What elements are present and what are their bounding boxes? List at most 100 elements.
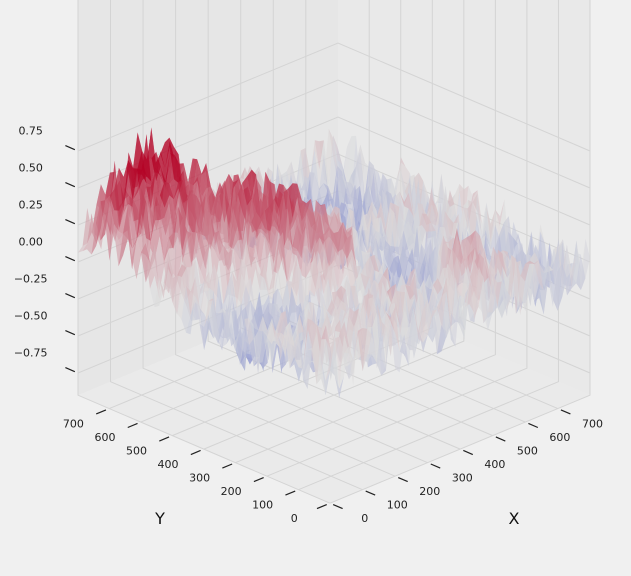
surface-cell: [109, 224, 119, 261]
surface-cell: [334, 375, 344, 399]
surface-cell: [404, 306, 414, 357]
surface-cell: [534, 259, 544, 291]
z-grid-line: [77, 42, 591, 152]
surface-cell: [264, 198, 275, 245]
surface-cell: [314, 188, 324, 214]
surface-cell: [226, 322, 236, 352]
x-tick-mark: [365, 490, 376, 496]
surface-cell: [444, 218, 454, 253]
surface-cell: [237, 208, 247, 263]
surface-cell: [348, 226, 358, 272]
surface-cell: [324, 236, 334, 271]
surface-cell: [328, 242, 338, 271]
surface-cell: [350, 167, 361, 220]
surface-cell: [310, 140, 320, 178]
surface-cell: [155, 142, 165, 176]
surface-cell: [382, 291, 392, 342]
surface-mesh: [78, 127, 590, 399]
surface-cell: [168, 268, 178, 315]
z-tick-label: −0.25: [14, 273, 48, 286]
surface-cell: [426, 214, 436, 232]
y-grid-line: [329, 0, 591, 504]
surface-cell: [224, 241, 234, 250]
surface-cell: [557, 263, 567, 311]
x-tick-mark: [528, 422, 539, 429]
surface-cell: [242, 205, 252, 240]
surface-cell: [118, 167, 129, 215]
surface-cell: [319, 266, 329, 295]
z-tick-mark: [65, 256, 76, 262]
surface-cell: [490, 209, 500, 242]
surface-cell: [218, 284, 228, 328]
surface-cell: [421, 214, 431, 232]
surface-cell: [314, 140, 324, 170]
surface-cell: [483, 278, 493, 331]
surface-cell: [263, 311, 273, 373]
surface-cell: [118, 203, 128, 235]
surface-cell: [324, 226, 334, 242]
surface-cell: [350, 285, 360, 311]
surface-cell: [394, 230, 404, 282]
surface-cell: [264, 261, 274, 299]
surface-cell: [470, 261, 480, 312]
surface-cell: [342, 259, 352, 302]
y-tick-label: 600: [94, 431, 115, 444]
surface-cell: [100, 200, 110, 241]
surface-cell: [355, 151, 365, 220]
surface-cell: [246, 256, 256, 293]
surface-cell: [228, 208, 238, 265]
surface-cell: [294, 356, 304, 382]
surface-cell: [362, 328, 372, 372]
surface-cell: [333, 226, 343, 252]
surface-cell: [114, 167, 124, 232]
y-tick-mark: [285, 490, 296, 496]
y-tick-label: 0: [291, 512, 298, 525]
x-tick-label: 300: [452, 472, 473, 485]
surface-cell: [416, 243, 426, 290]
surface-cell: [215, 182, 225, 198]
surface-cell: [337, 226, 348, 252]
surface-cell: [320, 204, 330, 236]
surface-cell: [488, 274, 498, 313]
y-tick-mark: [95, 409, 107, 415]
surface-cell: [273, 267, 283, 327]
surface-cell: [357, 205, 368, 271]
surface-cell: [217, 319, 227, 351]
z-tick-mark: [65, 293, 76, 299]
surface-cell: [335, 319, 345, 367]
surface-cell: [497, 281, 507, 319]
surface-cell: [236, 259, 247, 318]
surface-cell: [456, 244, 466, 304]
surface-cell: [278, 232, 288, 288]
surface-cell: [367, 334, 377, 355]
surface-cell: [488, 274, 498, 317]
y-grid-line: [235, 0, 496, 464]
surface-cell: [404, 192, 414, 216]
surface-cell: [381, 202, 391, 236]
surface-cell: [273, 230, 284, 269]
surface-cell: [319, 247, 329, 309]
surface-cell: [502, 250, 513, 269]
surface-cell: [386, 178, 396, 227]
surface-cell: [377, 303, 387, 339]
surface-cell: [154, 236, 165, 292]
surface-cell: [539, 278, 549, 315]
surface-cell: [325, 339, 335, 381]
surface-cell: [310, 238, 320, 268]
x-tick-label: 200: [419, 485, 440, 498]
surface-cell: [164, 137, 174, 196]
surface-cell: [232, 277, 242, 342]
surface-cell: [446, 277, 456, 334]
surface-cell: [109, 189, 119, 232]
surface-cell: [201, 170, 211, 233]
surface-cell: [127, 170, 138, 207]
surface-cell: [280, 328, 290, 369]
surface-cell: [455, 276, 465, 322]
surface-cell: [381, 317, 391, 376]
surface-cell: [210, 192, 220, 216]
surface-cell: [478, 278, 488, 331]
surface-cell: [312, 331, 322, 385]
surface-cell: [199, 314, 209, 350]
z-tick-mark: [65, 219, 76, 225]
surface-cell: [314, 149, 324, 191]
